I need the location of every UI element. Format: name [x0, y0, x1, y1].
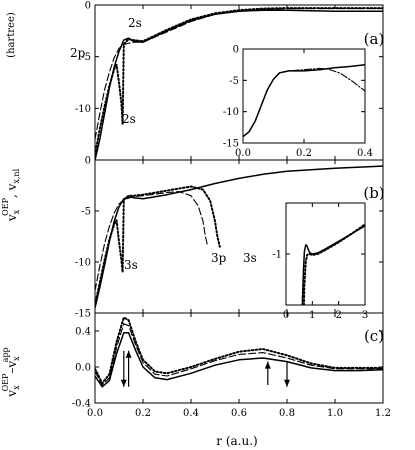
panel-c-xtick-label-5: 1.0	[327, 408, 343, 419]
panel-b-ytick-label-3: -15	[75, 309, 91, 320]
panel-c: 0.40.0-0.40.0 0.2 0.4 0.6 0.8 1.0 1.2	[72, 312, 391, 419]
panel-c-ytick-label-2: -0.4	[72, 399, 91, 410]
panel-b-ytick-label-2: -10	[75, 258, 91, 269]
panel-c-ytick-label-0: 0.4	[75, 327, 91, 338]
panel-a-ytick-label-1: -5	[81, 52, 91, 63]
panel-b-inset-xtick-label-1: 1	[309, 310, 315, 321]
panel-c-xtick-label-6: 1.2	[375, 408, 391, 419]
panel-a-inset-xtick-label-1: 0.2	[296, 148, 312, 159]
panel-c-series-solid	[95, 332, 383, 388]
panel-a: 0 -5 -10 0 -5 -10 -150.0 0.2 0.4	[75, 1, 384, 161]
panel-b-inset-frame	[285, 202, 366, 306]
panel-a-inset-frame	[242, 48, 366, 144]
y-axis-label-top: (hartree)	[6, 12, 17, 58]
y-axis-v-oep: v	[5, 214, 19, 222]
panel-c-xtick-label-0: 0.0	[87, 408, 103, 419]
y-axis-sub-xnl: x,nl	[12, 168, 21, 183]
panel-c-arrow-down-3	[284, 361, 290, 387]
panel-b-inset-series-solid	[301, 225, 365, 305]
panel-b-ytick-label-0: 0	[85, 156, 91, 167]
panel-c-arrow-up-1	[125, 350, 132, 387]
y-axis-sup-oep-c: OEP	[1, 373, 10, 391]
panel-c-xtick-label-4: 0.8	[279, 408, 295, 419]
panel-a-inset-ytick-label-1: -5	[229, 76, 239, 87]
y-axis-label-bottom: vxOEP–vxapp	[1, 347, 21, 397]
y-axis-sub-x-app: x	[12, 356, 21, 361]
panel-b-series-dashed	[95, 191, 209, 292]
y-axis-sub-x: x	[12, 209, 21, 214]
panel-b-inset: -1 0 1 2 3	[272, 202, 368, 321]
panel-a-inset: 0 -5 -10 -150.0 0.2 0.4	[223, 45, 373, 160]
panel-c-series-dashed	[95, 323, 383, 386]
y-axis-v-app: v	[5, 361, 19, 369]
panel-a-inset-ytick-label-3: -15	[223, 139, 239, 150]
x-axis-title: r (a.u.)	[216, 434, 257, 448]
y-axis-v-nl: v	[5, 183, 19, 191]
curve-label-3p: 3p	[211, 251, 227, 265]
plot-layer: 0-5-100-5-10-150.0 0.2 0.40-5-10-15-10 1 2 30…	[72, 1, 391, 420]
panel-b-inset-xtick-label-2: 2	[335, 310, 341, 321]
panel-c-arrow-up-2	[264, 361, 271, 385]
panel-b-inset-xtick-label-3: 3	[362, 310, 368, 321]
panel-a-inset-series-dashdot	[243, 67, 365, 138]
panel-a-series-dotted	[95, 7, 383, 156]
y-axis-minus: –	[5, 368, 19, 374]
svg-text:vxOEP–vxapp: vxOEP–vxapp	[1, 347, 21, 397]
arrow-head-0	[120, 379, 127, 387]
y-axis-label-shared: vxOEP, vx,nl	[1, 168, 21, 222]
panel-label-c: (c)	[364, 327, 384, 345]
y-axis-sup-oep: OEP	[1, 197, 10, 215]
panel-b-series-dotted	[95, 185, 221, 306]
panel-b-inset-series-dotted	[302, 223, 365, 305]
svg-text:vxOEP, vx,nl: vxOEP, vx,nl	[1, 168, 21, 222]
panel-c-ytick-label-1: 0.0	[75, 363, 91, 374]
panel-a-inset-xtick-label-0: 0.0	[235, 148, 251, 159]
y-axis-sup-app: app	[1, 347, 10, 362]
panel-a-inset-ytick-label-2: -10	[223, 107, 239, 118]
y-axis-unit-label: (hartree)	[6, 12, 17, 58]
panel-a-ytick-label-2: -10	[75, 104, 91, 115]
panel-label-b: (b)	[363, 184, 384, 202]
y-axis-sub-x-c: x	[12, 385, 21, 390]
curve-label-2s-upper: 2s	[128, 16, 142, 30]
panel-b-inset-xtick-label-0: 0	[283, 310, 289, 321]
panel-a-inset-ytick-label-0: 0	[233, 45, 239, 56]
panel-label-a: (a)	[364, 30, 385, 48]
arrow-head-2	[264, 361, 271, 369]
panel-c-arrow-down-0	[120, 350, 127, 387]
curve-label-3s-left: 3s	[124, 258, 138, 272]
panel-c-series-dotted	[95, 316, 383, 385]
panel-c-xtick-label-2: 0.4	[183, 408, 199, 419]
panel-c-xtick-label-3: 0.6	[231, 408, 247, 419]
panel-a-inset-xtick-label-2: 0.4	[357, 148, 373, 159]
arrow-head-3	[284, 379, 290, 387]
curve-label-2s-lower: 2s	[122, 112, 136, 126]
curve-label-3s-right: 3s	[243, 251, 257, 265]
y-axis-v-oep-c: v	[5, 390, 19, 398]
panel-c-xtick-label-1: 0.2	[135, 408, 151, 419]
curve-label-2p: 2p	[70, 46, 86, 60]
panel-a-ytick-label-0: 0	[85, 1, 91, 12]
arrow-head-1	[125, 350, 132, 358]
panel-b: 0-5-10-15-10 1 2 3	[75, 156, 384, 321]
panel-b-ytick-label-1: -5	[81, 207, 91, 218]
panel-b-inset-ytick-label-0: -1	[272, 250, 282, 261]
